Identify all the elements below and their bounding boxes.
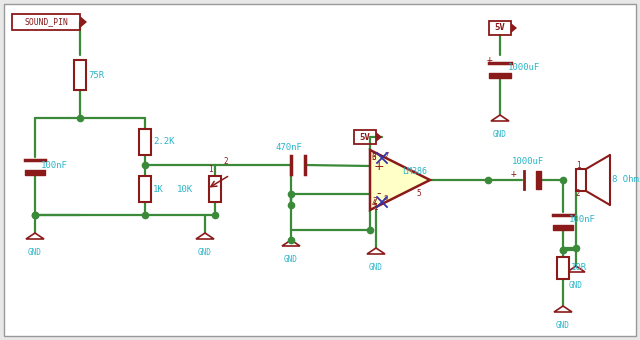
Bar	[74, 60, 86, 90]
Text: 4: 4	[372, 200, 376, 208]
Bar	[576, 169, 586, 191]
Text: 1K: 1K	[153, 185, 164, 193]
Text: 75R: 75R	[88, 70, 104, 80]
Polygon shape	[80, 16, 87, 28]
Text: GND: GND	[369, 263, 383, 272]
Bar	[209, 176, 221, 202]
Polygon shape	[370, 150, 430, 210]
Text: 5V: 5V	[360, 133, 371, 141]
Text: 2.2K: 2.2K	[153, 137, 175, 147]
Text: GND: GND	[28, 248, 42, 257]
Bar	[139, 129, 151, 155]
Text: 2: 2	[372, 198, 376, 206]
Text: GND: GND	[556, 321, 570, 330]
Text: 470nF: 470nF	[276, 142, 303, 152]
Text: 10K: 10K	[177, 185, 193, 193]
Text: -: -	[377, 187, 381, 201]
Text: 5V: 5V	[495, 23, 506, 33]
Text: 10R: 10R	[571, 264, 587, 272]
Bar	[489, 21, 511, 35]
Text: 2: 2	[576, 189, 580, 199]
Text: 1: 1	[576, 162, 580, 170]
Text: GND: GND	[493, 130, 507, 139]
Polygon shape	[376, 132, 382, 142]
Text: LM386: LM386	[402, 168, 427, 176]
Text: SOUND_PIN: SOUND_PIN	[24, 17, 68, 27]
Text: 7: 7	[384, 152, 388, 158]
Text: 6: 6	[372, 153, 376, 162]
Text: +: +	[487, 55, 493, 65]
Bar	[139, 176, 151, 202]
Text: 5: 5	[416, 189, 420, 199]
Text: +: +	[374, 159, 384, 172]
Text: +: +	[511, 169, 517, 179]
Bar	[12, 14, 80, 30]
Text: 1000uF: 1000uF	[508, 64, 540, 72]
Text: 1: 1	[208, 166, 212, 174]
Text: 8: 8	[384, 195, 388, 201]
Text: GND: GND	[569, 281, 583, 290]
Bar	[557, 257, 569, 279]
Text: 100nF: 100nF	[41, 160, 68, 170]
Text: 1000uF: 1000uF	[512, 157, 544, 167]
Polygon shape	[511, 23, 517, 33]
Text: 3: 3	[371, 153, 376, 163]
Text: 1: 1	[373, 204, 378, 212]
Text: 100nF: 100nF	[569, 216, 596, 224]
Text: 8 Ohms: 8 Ohms	[612, 175, 640, 185]
Text: 2: 2	[223, 156, 228, 166]
Text: GND: GND	[198, 248, 212, 257]
Text: GND: GND	[284, 255, 298, 264]
Bar	[354, 130, 376, 144]
